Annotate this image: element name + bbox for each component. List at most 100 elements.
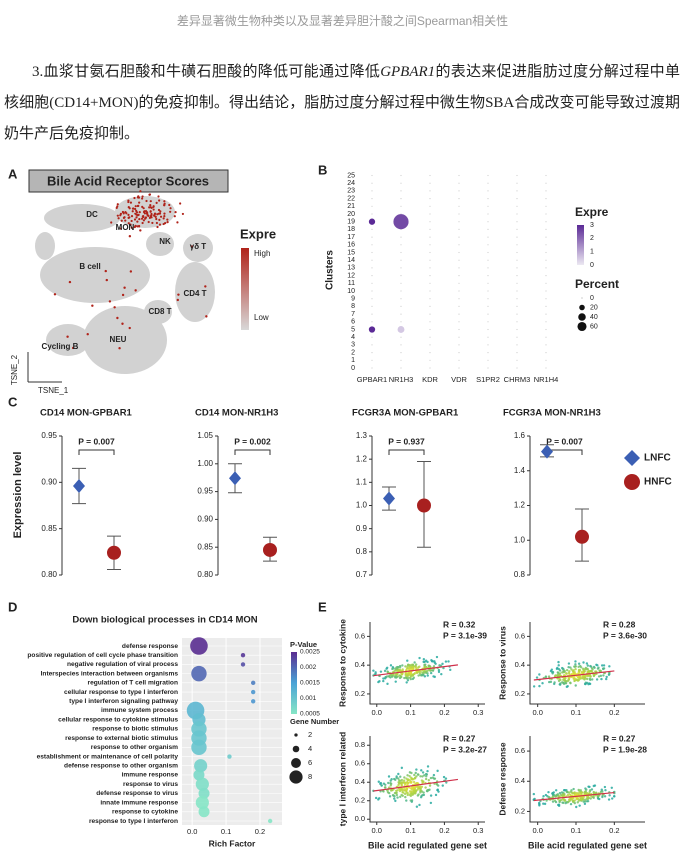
background-dot bbox=[400, 321, 402, 323]
background-dot bbox=[487, 221, 489, 223]
legend-label: 0.002 bbox=[300, 664, 317, 671]
expression-dot bbox=[150, 213, 153, 217]
scatter-point bbox=[592, 791, 596, 794]
gene-name: GPBAR1 bbox=[380, 64, 436, 80]
scatter-point bbox=[587, 669, 590, 673]
plot-title: FCGR3A MON-GPBAR1 bbox=[352, 408, 459, 419]
background-dot bbox=[458, 305, 460, 307]
y-tick-label: 0.9 bbox=[356, 524, 368, 533]
scatter-point bbox=[587, 792, 591, 795]
scatter-point bbox=[603, 785, 607, 789]
legend-label: 8 bbox=[308, 772, 312, 781]
scatter-point bbox=[547, 795, 551, 799]
dot bbox=[240, 653, 246, 658]
expression-dot bbox=[66, 335, 69, 338]
background-dot bbox=[400, 352, 402, 354]
scatter-point bbox=[408, 775, 411, 778]
scatter-point bbox=[576, 679, 580, 682]
plot-title: CD14 MON-GPBAR1 bbox=[40, 408, 133, 419]
scatter-point bbox=[557, 660, 560, 664]
background-dot bbox=[458, 228, 460, 230]
legend-label: 2 bbox=[308, 730, 312, 739]
scatter-point bbox=[578, 789, 581, 792]
scatter-point bbox=[542, 795, 545, 798]
expression-dot bbox=[110, 221, 113, 224]
expression-dot bbox=[176, 221, 179, 224]
scatter-point bbox=[405, 681, 408, 684]
background-dot bbox=[516, 290, 518, 292]
scatter-point bbox=[583, 670, 586, 673]
expression-dot bbox=[127, 222, 130, 225]
legend-label: 6 bbox=[308, 758, 312, 767]
scatter-point bbox=[411, 777, 414, 781]
y-tick-label: 0.6 bbox=[515, 631, 525, 640]
expression-dot bbox=[159, 210, 162, 213]
scatter-point bbox=[578, 791, 581, 794]
scatter-point bbox=[598, 794, 601, 797]
background-dot bbox=[400, 275, 402, 277]
mean-point bbox=[73, 479, 85, 494]
regression-line bbox=[533, 791, 615, 802]
expression-dot bbox=[177, 293, 180, 296]
background-dot bbox=[545, 174, 547, 177]
scatter-point bbox=[429, 671, 433, 675]
scatter-point bbox=[572, 800, 575, 803]
scatter-point bbox=[573, 677, 576, 680]
background-dot bbox=[545, 275, 547, 277]
x-tick-label: 0.1 bbox=[571, 708, 581, 717]
scatter-point bbox=[584, 668, 588, 671]
background-dot bbox=[429, 328, 431, 331]
background-dot bbox=[487, 321, 489, 323]
background-dot bbox=[487, 275, 489, 277]
expression-dot bbox=[137, 213, 140, 216]
background-dot bbox=[400, 174, 402, 177]
scatter-point bbox=[404, 665, 407, 668]
scatter-point bbox=[378, 797, 381, 800]
dot bbox=[250, 680, 256, 686]
cluster-label: NK bbox=[159, 237, 171, 246]
y-tick-label: 0.90 bbox=[197, 515, 213, 524]
background-dot bbox=[371, 367, 373, 369]
x-tick-label: 0.0 bbox=[532, 826, 542, 835]
panel-letter: A bbox=[8, 166, 18, 181]
axis-label: Expression level bbox=[12, 452, 24, 539]
background-dot bbox=[516, 251, 518, 254]
y-tick-label: 18 bbox=[347, 226, 355, 233]
scatter-point bbox=[404, 673, 407, 677]
background-dot bbox=[429, 174, 431, 177]
color-bar bbox=[291, 652, 297, 714]
expression-dot bbox=[149, 210, 152, 213]
background-dot bbox=[516, 174, 518, 177]
scatter-point bbox=[576, 672, 580, 675]
scatter-point bbox=[581, 667, 585, 671]
scatter-point bbox=[402, 781, 405, 784]
expression-dot bbox=[152, 205, 155, 208]
legend-label: 40 bbox=[590, 314, 598, 321]
scatter-point bbox=[563, 679, 567, 682]
mean-point bbox=[417, 498, 431, 513]
scatter-point bbox=[411, 665, 414, 669]
scatter-point bbox=[542, 802, 545, 805]
scatter-point bbox=[600, 677, 603, 681]
scatter-point bbox=[444, 660, 448, 663]
scatter-point bbox=[436, 788, 439, 791]
text: 的表达来促进脂肪过度分解过程中单核细胞(CD14+MON)的免疫抑制。得出结论，… bbox=[4, 64, 680, 142]
scatter-point bbox=[551, 671, 554, 674]
scatter-point bbox=[535, 676, 539, 679]
background-dot bbox=[516, 259, 518, 261]
background-dot bbox=[516, 313, 518, 315]
scatter-point bbox=[399, 675, 403, 678]
scatter-point bbox=[557, 664, 560, 667]
cluster-label: NEU bbox=[110, 335, 127, 344]
legend-label: 1 bbox=[590, 249, 594, 256]
scatter-point bbox=[562, 669, 565, 673]
scatter-point bbox=[408, 786, 411, 789]
p-value: P = 0.007 bbox=[78, 436, 115, 446]
scatter-point bbox=[406, 774, 409, 777]
expression-dot bbox=[133, 218, 137, 221]
scatter-point bbox=[429, 801, 433, 805]
y-tick-label: 6 bbox=[351, 319, 355, 326]
scatter-point bbox=[413, 773, 416, 777]
legend-dot bbox=[291, 758, 301, 768]
scatter-point bbox=[383, 786, 387, 789]
